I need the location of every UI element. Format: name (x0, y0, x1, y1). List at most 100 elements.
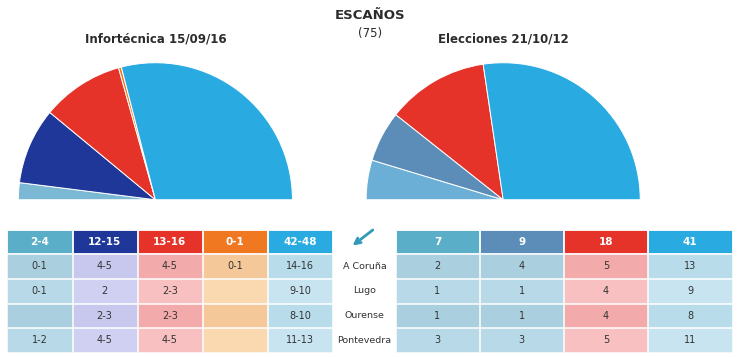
Text: A Coruña: A Coruña (343, 262, 386, 271)
FancyBboxPatch shape (565, 304, 648, 327)
Text: 3: 3 (434, 335, 440, 345)
Text: 9: 9 (687, 286, 693, 296)
FancyBboxPatch shape (7, 328, 72, 352)
Text: 0-1: 0-1 (32, 261, 47, 271)
Text: 4-5: 4-5 (162, 335, 178, 345)
FancyBboxPatch shape (203, 230, 267, 253)
FancyBboxPatch shape (648, 328, 732, 352)
Text: 1-2: 1-2 (32, 335, 47, 345)
Text: 0-1: 0-1 (226, 237, 244, 247)
Text: 7: 7 (434, 237, 441, 247)
Text: 11-13: 11-13 (286, 335, 314, 345)
Text: 2-3: 2-3 (162, 286, 178, 296)
Title: Elecciones 21/10/12: Elecciones 21/10/12 (438, 32, 568, 45)
Text: 4-5: 4-5 (97, 261, 112, 271)
Wedge shape (121, 63, 292, 200)
Text: 1: 1 (434, 311, 440, 321)
Wedge shape (50, 68, 155, 200)
FancyBboxPatch shape (268, 254, 332, 278)
FancyBboxPatch shape (268, 304, 332, 327)
FancyBboxPatch shape (396, 279, 479, 303)
Text: 0-1: 0-1 (227, 261, 243, 271)
Text: 2: 2 (101, 286, 108, 296)
FancyBboxPatch shape (565, 230, 648, 253)
Wedge shape (483, 63, 640, 200)
FancyBboxPatch shape (203, 279, 267, 303)
FancyBboxPatch shape (268, 230, 332, 253)
Text: 2: 2 (434, 261, 440, 271)
Text: 18: 18 (599, 237, 613, 247)
FancyBboxPatch shape (396, 254, 479, 278)
Wedge shape (372, 115, 503, 200)
Text: 4: 4 (603, 311, 609, 321)
Text: 5: 5 (602, 261, 609, 271)
FancyBboxPatch shape (73, 304, 137, 327)
Text: 2-3: 2-3 (97, 311, 112, 321)
Text: Lugo: Lugo (353, 286, 376, 295)
FancyBboxPatch shape (73, 254, 137, 278)
Text: 1: 1 (519, 311, 525, 321)
FancyBboxPatch shape (268, 279, 332, 303)
FancyBboxPatch shape (268, 328, 332, 352)
FancyBboxPatch shape (203, 304, 267, 327)
Text: 41: 41 (683, 237, 697, 247)
FancyBboxPatch shape (480, 304, 563, 327)
FancyBboxPatch shape (73, 328, 137, 352)
FancyBboxPatch shape (480, 254, 563, 278)
FancyBboxPatch shape (396, 328, 479, 352)
Text: 1: 1 (434, 286, 440, 296)
Text: 8: 8 (687, 311, 693, 321)
Text: 13-16: 13-16 (153, 237, 186, 247)
FancyBboxPatch shape (648, 304, 732, 327)
Text: Ourense: Ourense (345, 311, 384, 320)
Wedge shape (18, 182, 155, 200)
Text: 4: 4 (519, 261, 525, 271)
Wedge shape (366, 160, 503, 200)
FancyBboxPatch shape (7, 304, 72, 327)
FancyBboxPatch shape (7, 254, 72, 278)
FancyBboxPatch shape (203, 328, 267, 352)
FancyBboxPatch shape (396, 230, 479, 253)
Text: 3: 3 (519, 335, 525, 345)
Text: 4-5: 4-5 (97, 335, 112, 345)
FancyBboxPatch shape (480, 230, 563, 253)
Wedge shape (118, 67, 155, 200)
Text: 9-10: 9-10 (289, 286, 311, 296)
FancyBboxPatch shape (565, 328, 648, 352)
Text: 5: 5 (602, 335, 609, 345)
Text: 12-15: 12-15 (88, 237, 121, 247)
FancyBboxPatch shape (138, 230, 202, 253)
FancyBboxPatch shape (480, 279, 563, 303)
Text: (75): (75) (358, 27, 382, 40)
FancyBboxPatch shape (648, 254, 732, 278)
Title: Infortécnica 15/09/16: Infortécnica 15/09/16 (84, 32, 226, 45)
Text: 4: 4 (603, 286, 609, 296)
Text: 8-10: 8-10 (289, 311, 311, 321)
Text: 2-4: 2-4 (30, 237, 49, 247)
Text: 11: 11 (684, 335, 696, 345)
FancyBboxPatch shape (396, 304, 479, 327)
FancyBboxPatch shape (648, 230, 732, 253)
FancyBboxPatch shape (7, 279, 72, 303)
FancyBboxPatch shape (138, 254, 202, 278)
FancyBboxPatch shape (648, 279, 732, 303)
FancyBboxPatch shape (565, 279, 648, 303)
Text: ESCAÑOS: ESCAÑOS (334, 9, 406, 22)
FancyBboxPatch shape (203, 254, 267, 278)
Text: 14-16: 14-16 (286, 261, 314, 271)
Wedge shape (396, 64, 503, 200)
Text: 9: 9 (518, 237, 525, 247)
FancyBboxPatch shape (7, 230, 72, 253)
FancyBboxPatch shape (73, 230, 137, 253)
FancyBboxPatch shape (480, 328, 563, 352)
Text: Pontevedra: Pontevedra (337, 336, 391, 345)
FancyBboxPatch shape (565, 254, 648, 278)
FancyBboxPatch shape (73, 279, 137, 303)
Text: 2-3: 2-3 (162, 311, 178, 321)
Text: 1: 1 (519, 286, 525, 296)
Text: 42-48: 42-48 (283, 237, 317, 247)
Text: 13: 13 (684, 261, 696, 271)
Wedge shape (19, 112, 155, 200)
Text: 4-5: 4-5 (162, 261, 178, 271)
FancyBboxPatch shape (138, 328, 202, 352)
